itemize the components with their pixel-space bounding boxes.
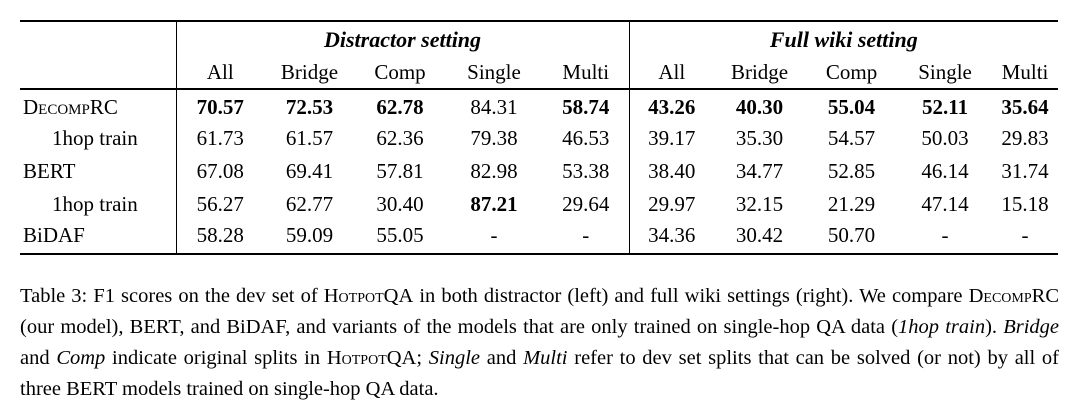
score-cell: 39.17 — [628, 122, 715, 155]
score-cell: 79.38 — [470, 126, 518, 150]
score-cell: 50.70 — [827, 223, 876, 247]
score-cell: 84.31 — [470, 95, 518, 119]
row-label: 1hop train — [52, 126, 138, 150]
score-cell: 55.04 — [827, 95, 876, 119]
caption-text-segment: DecompRC — [968, 285, 1059, 307]
score-cell: 30.40 — [376, 192, 424, 216]
score-cell: 61.57 — [285, 126, 334, 150]
column-header: All — [628, 57, 715, 90]
score-cell: 69.41 — [285, 159, 334, 183]
corner-cell — [20, 21, 176, 57]
score-cell: 40.30 — [735, 95, 784, 119]
score-cell: 59.09 — [285, 223, 334, 247]
score-cell: - — [490, 223, 498, 247]
score-cell: 30.42 — [735, 223, 784, 247]
caption-text-segment: refer to dev set splits that can be solv… — [20, 347, 1059, 400]
score-cell: 52.85 — [827, 159, 876, 183]
column-header: Bridge — [714, 57, 806, 90]
score-cell: 46.14 — [921, 159, 969, 183]
score-cell: 62.77 — [285, 192, 334, 216]
results-table: Distractor setting Full wiki setting All… — [20, 20, 1059, 255]
caption-text-segment: Comp — [56, 347, 106, 369]
column-header: Single — [445, 57, 543, 90]
score-cell: 29.64 — [562, 192, 610, 216]
caption-text-segment: HotpotQA — [326, 347, 417, 369]
score-cell: 32.15 — [735, 192, 784, 216]
score-cell: 58.74 — [562, 95, 610, 119]
caption-text-segment: Table 3: F1 scores on the dev set of — [20, 285, 324, 307]
score-cell: 34.77 — [735, 159, 784, 183]
score-cell: 38.40 — [628, 155, 715, 188]
caption-text-segment: Bridge — [1003, 316, 1059, 338]
score-cell: 34.36 — [628, 221, 715, 254]
group-header-row: Distractor setting Full wiki setting — [20, 21, 1059, 57]
row-label: BERT — [23, 159, 76, 183]
table-row: DecompRC 70.57 72.53 62.78 84.31 58.74 4… — [20, 89, 1058, 122]
column-header: Multi — [543, 57, 630, 90]
score-cell: 62.36 — [376, 126, 424, 150]
table-row: 1hop train 56.27 62.77 30.40 87.21 29.64… — [20, 188, 1058, 221]
table-row: BiDAF 58.28 59.09 55.05 - - 34.36 30.42 … — [20, 221, 1058, 254]
score-cell: 50.03 — [921, 126, 969, 150]
group-header-fullwiki: Full wiki setting — [628, 21, 1059, 57]
row-label: BiDAF — [23, 223, 85, 247]
score-cell: 62.78 — [376, 95, 424, 119]
column-header: Multi — [992, 57, 1059, 90]
score-cell: - — [582, 223, 590, 247]
score-cell: 35.64 — [1001, 95, 1049, 119]
score-cell: 21.29 — [827, 192, 876, 216]
corner-cell — [20, 57, 176, 90]
column-header: All — [175, 57, 264, 90]
column-header-row: All Bridge Comp Single Multi All Bridge … — [20, 57, 1059, 90]
score-cell: 46.53 — [562, 126, 610, 150]
score-cell: 56.27 — [175, 188, 264, 221]
group-header-distractor: Distractor setting — [175, 21, 630, 57]
score-cell: 54.57 — [827, 126, 876, 150]
caption-text-segment: (our model), BERT, and BiDAF, and varian… — [20, 316, 899, 338]
caption-text-segment: HotpotQA — [323, 285, 414, 307]
table-caption: Table 3: F1 scores on the dev set of Hot… — [20, 281, 1059, 405]
score-cell: 82.98 — [470, 159, 518, 183]
score-cell: - — [1021, 223, 1029, 247]
score-cell: 58.28 — [175, 221, 264, 254]
caption-text-segment: Single — [428, 347, 481, 369]
row-label: DecompRC — [23, 95, 118, 119]
score-cell: 35.30 — [735, 126, 784, 150]
column-header: Single — [898, 57, 993, 90]
score-cell: 43.26 — [628, 89, 715, 122]
score-cell: 53.38 — [562, 159, 610, 183]
score-cell: - — [941, 223, 949, 247]
score-cell: 72.53 — [285, 95, 334, 119]
caption-text-segment: and — [20, 347, 57, 369]
score-cell: 31.74 — [1001, 159, 1049, 183]
score-cell: 47.14 — [921, 192, 969, 216]
table-row: 1hop train 61.73 61.57 62.36 79.38 46.53… — [20, 122, 1058, 155]
score-cell: 57.81 — [376, 159, 424, 183]
score-cell: 70.57 — [175, 89, 264, 122]
column-header: Comp — [355, 57, 445, 90]
score-cell: 29.97 — [628, 188, 715, 221]
score-cell: 61.73 — [175, 122, 264, 155]
caption-text-segment: indicate original splits in — [105, 347, 327, 369]
row-label: 1hop train — [52, 192, 138, 216]
score-cell: 29.83 — [1001, 126, 1049, 150]
caption-text-segment: in both distractor (left) and full wiki … — [413, 285, 969, 307]
score-cell: 15.18 — [1001, 192, 1049, 216]
caption-text-segment: ). — [985, 316, 1004, 338]
score-cell: 87.21 — [470, 192, 518, 216]
caption-text-segment: ; — [416, 347, 429, 369]
column-header: Comp — [805, 57, 899, 90]
table-row: BERT 67.08 69.41 57.81 82.98 53.38 38.40… — [20, 155, 1058, 188]
score-cell: 55.05 — [376, 223, 424, 247]
caption-text-segment: and — [480, 347, 524, 369]
score-cell: 52.11 — [921, 95, 969, 119]
column-header: Bridge — [264, 57, 355, 90]
caption-text-segment: 1hop train — [898, 316, 986, 338]
caption-text-segment: Multi — [523, 347, 568, 369]
score-cell: 67.08 — [175, 155, 264, 188]
